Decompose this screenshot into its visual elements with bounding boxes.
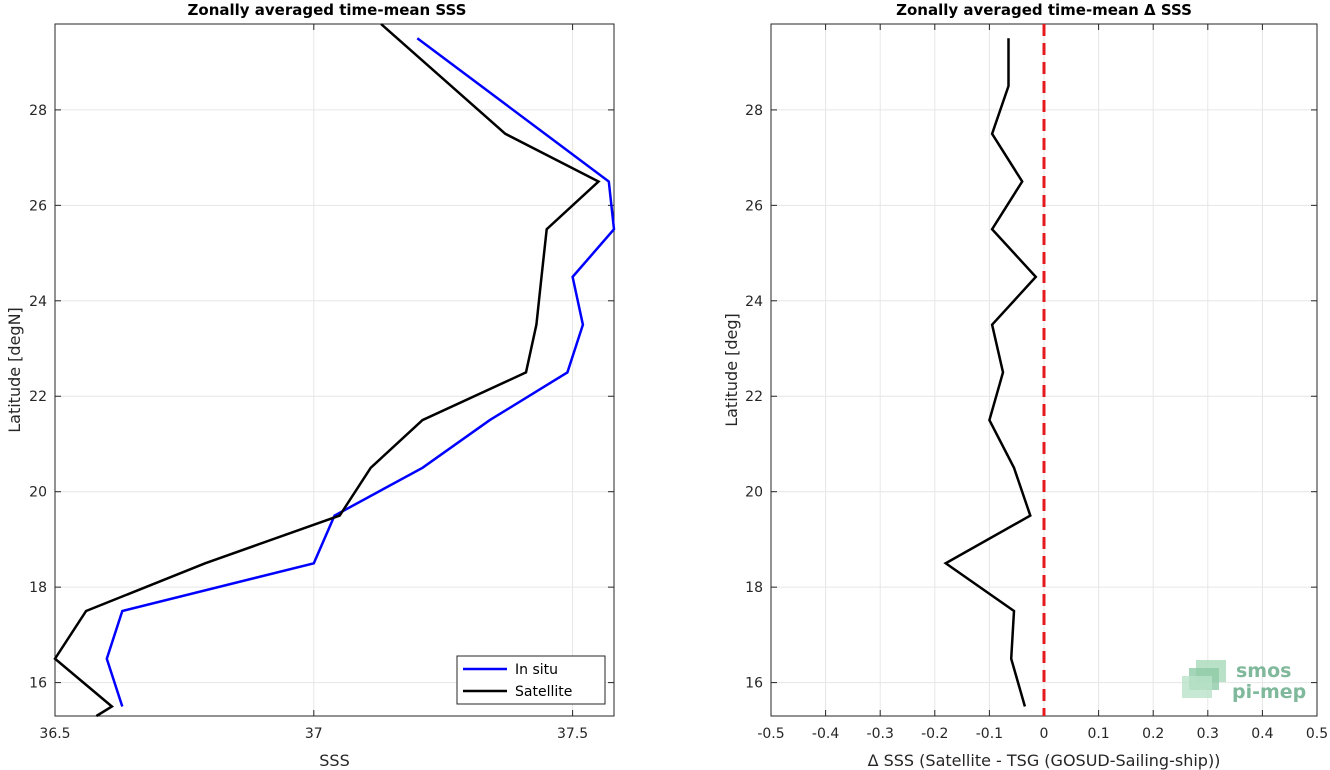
x-tick-label: 0 <box>1040 726 1049 742</box>
y-tick-label: 22 <box>29 389 47 405</box>
chart-title: Zonally averaged time-mean SSS <box>188 1 467 19</box>
x-tick-label: 37.5 <box>557 726 588 742</box>
y-tick-label: 24 <box>745 294 763 310</box>
logo-emblem-icon <box>1182 660 1226 698</box>
series-line-satellite <box>53 23 601 718</box>
axes-box <box>54 23 615 717</box>
grid <box>54 24 614 716</box>
series-line <box>943 38 1038 707</box>
y-tick-label: 20 <box>745 485 763 501</box>
x-tick-label: -0.4 <box>812 726 839 742</box>
series-line-in-situ <box>105 37 616 707</box>
x-tick-label: 36.5 <box>39 726 70 742</box>
x-tick-label: -0.1 <box>976 726 1003 742</box>
logo-line-smos: smos <box>1236 660 1291 682</box>
y-tick-label: 28 <box>745 103 763 119</box>
x-tick-label: 0.3 <box>1197 726 1219 742</box>
panel-sss: 36.5 37 37.5 16 18 20 22 24 26 28 Zonally averaged… <box>5 1 616 770</box>
y-tick-label: 26 <box>29 198 47 214</box>
legend-label: In situ <box>515 662 558 678</box>
x-tick-label: 37 <box>305 726 323 742</box>
x-tick-label: 0.4 <box>1251 726 1273 742</box>
legend-box <box>456 655 606 705</box>
panel-delta-sss: -0.5 -0.4 -0.3 -0.2 -0.1 0 0.1 0.2 0.3 0.4 0.5 16 18… <box>722 1 1328 770</box>
x-tick-label: 0.1 <box>1087 726 1109 742</box>
y-tick-label: 22 <box>745 389 763 405</box>
x-tick-label: -0.2 <box>921 726 948 742</box>
y-tick-label: 20 <box>29 485 47 501</box>
y-tick-label: 18 <box>745 580 763 596</box>
x-axis-label: SSS <box>319 751 349 770</box>
y-tick-label: 18 <box>29 580 47 596</box>
y-axis-label: Latitude [degN] <box>5 307 24 433</box>
smos-pi-mep-logo: smos pi-mep <box>1182 660 1306 703</box>
x-axis-label: Δ SSS (Satellite - TSG (GOSUD-Sailing-sh… <box>868 751 1221 770</box>
x-tick-label: 0.5 <box>1306 726 1328 742</box>
y-tick-label: 16 <box>745 676 763 692</box>
y-tick-label: 28 <box>29 103 47 119</box>
x-tick-label: 0.2 <box>1142 726 1164 742</box>
logo-line-pimep: pi-mep <box>1232 681 1306 703</box>
chart-title: Zonally averaged time-mean Δ SSS <box>896 1 1192 19</box>
x-tick-label: -0.5 <box>757 726 784 742</box>
y-tick-label: 24 <box>29 294 47 310</box>
y-tick-label: 16 <box>29 676 47 692</box>
y-tick-label: 26 <box>745 198 763 214</box>
y-axis-label: Latitude [deg] <box>722 313 741 427</box>
legend-label: Satellite <box>515 684 572 700</box>
x-tick-label: -0.3 <box>867 726 894 742</box>
legend: In situ Satellite <box>456 655 606 705</box>
